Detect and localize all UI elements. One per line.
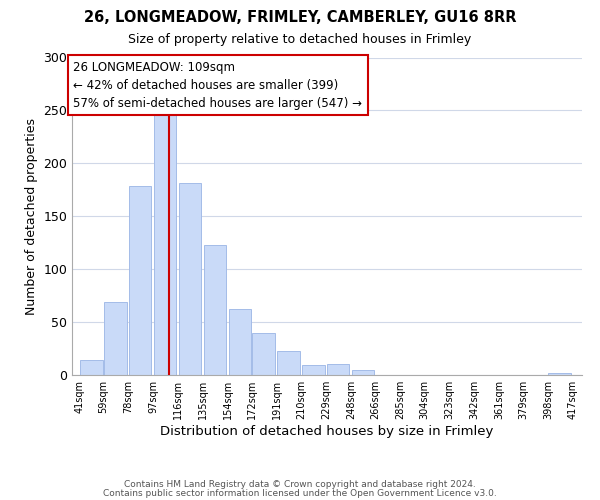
Text: Contains public sector information licensed under the Open Government Licence v3: Contains public sector information licen… [103, 490, 497, 498]
X-axis label: Distribution of detached houses by size in Frimley: Distribution of detached houses by size … [160, 425, 494, 438]
Bar [229, 310, 251, 375]
Text: Size of property relative to detached houses in Frimley: Size of property relative to detached ho… [128, 32, 472, 46]
Bar [179, 184, 201, 375]
Bar [302, 366, 325, 375]
Text: 26 LONGMEADOW: 109sqm
← 42% of detached houses are smaller (399)
57% of semi-det: 26 LONGMEADOW: 109sqm ← 42% of detached … [73, 60, 362, 110]
Bar [352, 370, 374, 375]
Bar [104, 302, 127, 375]
Bar [327, 364, 349, 375]
Text: Contains HM Land Registry data © Crown copyright and database right 2024.: Contains HM Land Registry data © Crown c… [124, 480, 476, 489]
Bar [252, 332, 275, 375]
Text: 26, LONGMEADOW, FRIMLEY, CAMBERLEY, GU16 8RR: 26, LONGMEADOW, FRIMLEY, CAMBERLEY, GU16… [84, 10, 516, 25]
Bar [80, 360, 103, 375]
Bar [129, 186, 151, 375]
Y-axis label: Number of detached properties: Number of detached properties [25, 118, 38, 315]
Bar [548, 373, 571, 375]
Bar [203, 245, 226, 375]
Bar [154, 114, 176, 375]
Bar [277, 350, 299, 375]
